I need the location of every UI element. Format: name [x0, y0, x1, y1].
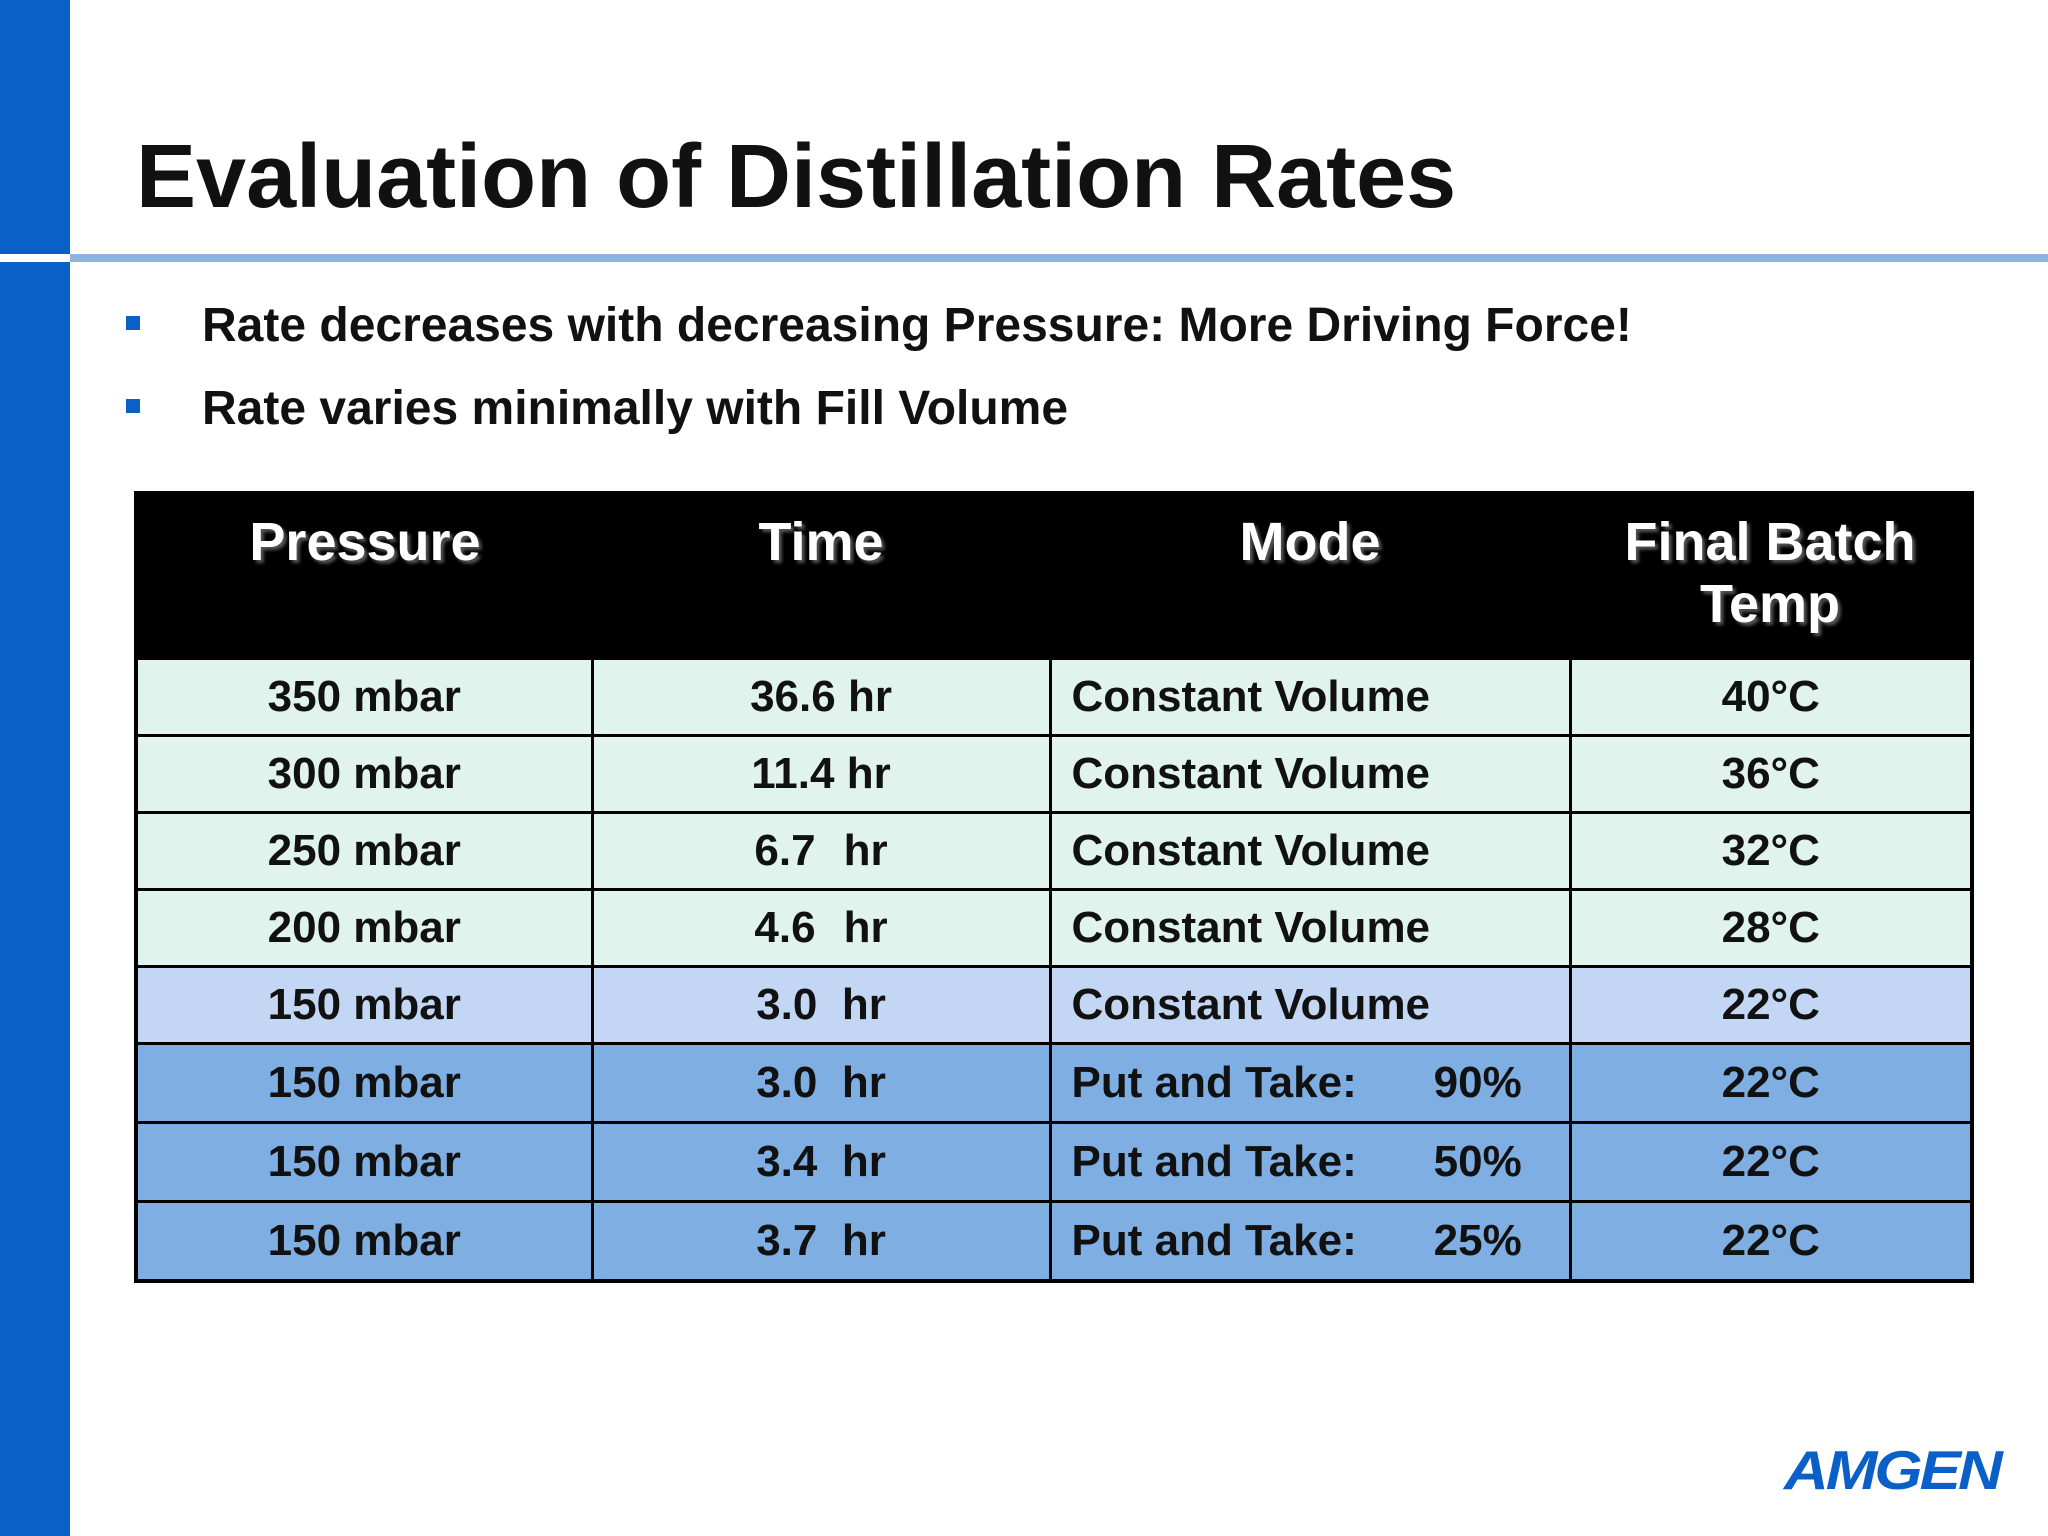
time-cell: 36.6 hr: [590, 657, 1052, 737]
mode-label: Constant Volume: [1071, 980, 1431, 1029]
column-header-mode: Mode: [1050, 493, 1570, 659]
time-value: 36.6: [750, 672, 836, 721]
time-unit: hr: [841, 1216, 886, 1265]
mode-cell: Put and Take: 25%: [1048, 1200, 1572, 1283]
time-cell: 11.4 hr: [590, 734, 1052, 814]
temp-cell: 36°C: [1568, 734, 1974, 814]
square-bullet-icon: [126, 399, 140, 413]
time-cell: 3.7 hr: [590, 1200, 1052, 1283]
time-cell: 6.7 hr: [590, 811, 1052, 891]
mode-cell: Constant Volume: [1048, 811, 1572, 891]
mode-percent: 50%: [1433, 1137, 1522, 1186]
table-row: 150 mbar 3.7 hr Put and Take: 25% 22°C: [134, 1200, 1974, 1283]
bullet-text: Rate decreases with decreasing Pressure:…: [202, 299, 1632, 352]
table-row: 200 mbar 4.6 hr Constant Volume 28°C: [134, 888, 1974, 968]
time-value: 3.0: [756, 1058, 818, 1107]
temp-cell: 28°C: [1568, 888, 1974, 968]
left-bar-notch: [0, 254, 70, 262]
distillation-rates-table: Pressure Time Mode Final Batch Temp 350 …: [134, 491, 1974, 1283]
mode-label: Put and Take:: [1071, 1137, 1357, 1186]
temp-cell: 40°C: [1568, 657, 1974, 737]
mode-cell: Constant Volume: [1048, 888, 1572, 968]
pressure-cell: 250 mbar: [134, 811, 594, 891]
mode-percent: 25%: [1433, 1216, 1522, 1265]
mode-cell: Put and Take: 50%: [1048, 1121, 1572, 1203]
table-row: 150 mbar 3.4 hr Put and Take: 50% 22°C: [134, 1121, 1974, 1203]
time-unit: hr: [841, 1137, 886, 1186]
title-divider: [70, 254, 2048, 262]
table-row: 250 mbar 6.7 hr Constant Volume 32°C: [134, 811, 1974, 891]
time-cell: 3.0 hr: [590, 1042, 1052, 1124]
time-value: 3.7: [756, 1216, 818, 1265]
time-cell: 3.4 hr: [590, 1121, 1052, 1203]
pressure-cell: 200 mbar: [134, 888, 594, 968]
time-value: 11.4: [751, 749, 835, 798]
mode-label: Constant Volume: [1071, 749, 1431, 798]
time-unit: hr: [843, 826, 888, 875]
column-header-time: Time: [592, 493, 1050, 659]
column-header-pressure: Pressure: [136, 493, 592, 659]
temp-cell: 22°C: [1568, 1121, 1974, 1203]
pressure-cell: 150 mbar: [134, 965, 594, 1045]
mode-label: Put and Take:: [1071, 1216, 1357, 1265]
temp-cell: 32°C: [1568, 811, 1974, 891]
mode-cell: Constant Volume: [1048, 734, 1572, 814]
mode-cell: Constant Volume: [1048, 965, 1572, 1045]
square-bullet-icon: [126, 316, 140, 330]
time-unit: hr: [843, 903, 888, 952]
temp-cell: 22°C: [1568, 965, 1974, 1045]
mode-cell: Put and Take: 90%: [1048, 1042, 1572, 1124]
time-value: 3.0: [756, 980, 818, 1029]
temp-cell: 22°C: [1568, 1042, 1974, 1124]
table-row: 350 mbar 36.6 hr Constant Volume 40°C: [134, 657, 1974, 737]
table-header-row: Pressure Time Mode Final Batch Temp: [136, 493, 1972, 659]
time-unit: hr: [841, 980, 886, 1029]
pressure-cell: 150 mbar: [134, 1042, 594, 1124]
mode-percent: 90%: [1433, 1058, 1522, 1107]
pressure-cell: 150 mbar: [134, 1121, 594, 1203]
time-unit: hr: [847, 672, 892, 721]
table-row: 150 mbar 3.0 hr Put and Take: 90% 22°C: [134, 1042, 1974, 1124]
time-cell: 3.0 hr: [590, 965, 1052, 1045]
temp-cell: 22°C: [1568, 1200, 1974, 1283]
slide-title: Evaluation of Distillation Rates: [136, 127, 1457, 227]
table-row: 150 mbar 3.0 hr Constant Volume 22°C: [134, 965, 1974, 1045]
time-value: 3.4: [756, 1137, 818, 1186]
mode-label: Constant Volume: [1071, 903, 1431, 952]
mode-label: Constant Volume: [1071, 826, 1431, 875]
time-unit: hr: [846, 749, 891, 798]
pressure-cell: 350 mbar: [134, 657, 594, 737]
time-value: 4.6: [754, 903, 816, 952]
time-unit: hr: [841, 1058, 886, 1107]
pressure-cell: 150 mbar: [134, 1200, 594, 1283]
time-value: 6.7: [754, 826, 816, 875]
left-accent-bar: [0, 0, 70, 1536]
pressure-cell: 300 mbar: [134, 734, 594, 814]
amgen-logo: AMGEN: [1784, 1440, 2003, 1502]
mode-cell: Constant Volume: [1048, 657, 1572, 737]
time-cell: 4.6 hr: [590, 888, 1052, 968]
bullet-text: Rate varies minimally with Fill Volume: [202, 382, 1069, 435]
mode-label: Constant Volume: [1071, 672, 1431, 721]
table-row: 300 mbar 11.4 hr Constant Volume 36°C: [134, 734, 1974, 814]
column-header-final-batch-temp: Final Batch Temp: [1570, 493, 1972, 659]
mode-label: Put and Take:: [1071, 1058, 1357, 1107]
